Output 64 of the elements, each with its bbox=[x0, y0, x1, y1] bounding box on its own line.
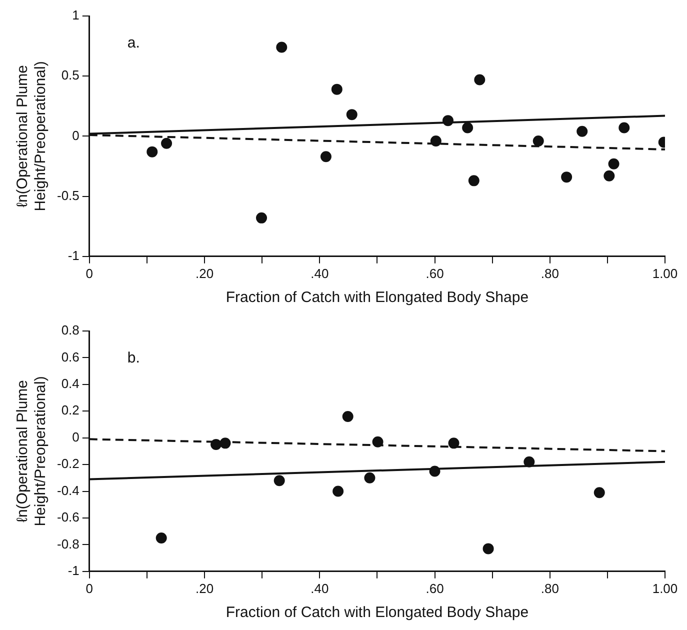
point bbox=[220, 438, 231, 449]
point bbox=[156, 532, 167, 544]
y-axis-title: ℓn(Operational Plume Height/Preoperational) bbox=[14, 376, 50, 526]
x-axis-title: Fraction of Catch with Elongated Body Shape bbox=[226, 289, 529, 306]
x-tick-label: .80 bbox=[540, 580, 559, 596]
point bbox=[274, 475, 285, 486]
point bbox=[524, 456, 535, 468]
point bbox=[342, 410, 354, 422]
point bbox=[594, 487, 605, 498]
point bbox=[332, 486, 344, 497]
point bbox=[448, 438, 460, 449]
point bbox=[364, 472, 376, 484]
point bbox=[462, 122, 474, 134]
y-axis-title: ℓn(Operational Plume Height/Preoperational) bbox=[14, 61, 50, 212]
x-tick-label: 1.00 bbox=[652, 580, 678, 596]
y-tick-label: -0.8 bbox=[56, 536, 80, 552]
x-tick-label: .80 bbox=[540, 266, 559, 281]
point bbox=[482, 543, 494, 554]
y-tick-label: 0.4 bbox=[61, 376, 80, 391]
point bbox=[331, 84, 342, 95]
x-tick-label: 1.00 bbox=[652, 266, 678, 281]
point bbox=[346, 109, 358, 120]
y-tick-label: -0.4 bbox=[56, 482, 80, 498]
x-tick-label: .60 bbox=[426, 580, 444, 596]
point bbox=[429, 466, 440, 477]
point bbox=[276, 42, 288, 53]
point bbox=[161, 138, 172, 149]
y-tick-label: 0.6 bbox=[61, 349, 80, 364]
point bbox=[604, 170, 615, 182]
point bbox=[468, 175, 480, 186]
y-tick-label: 1 bbox=[72, 8, 80, 23]
y-tick-label: -0.5 bbox=[56, 188, 80, 203]
point bbox=[474, 74, 486, 86]
y-tick-label: -0.2 bbox=[56, 456, 80, 472]
point bbox=[618, 122, 630, 134]
point bbox=[320, 151, 332, 162]
x-tick-label: .40 bbox=[310, 580, 329, 596]
y-tick-label: 0.8 bbox=[61, 322, 80, 338]
x-tick-label: 0 bbox=[86, 266, 94, 281]
point bbox=[442, 115, 454, 126]
y-tick-label: -1 bbox=[68, 248, 80, 263]
x-axis-title: Fraction of Catch with Elongated Body Shape bbox=[226, 604, 529, 622]
x-tick-label: .20 bbox=[195, 266, 214, 281]
y-tick-label: -0.6 bbox=[56, 510, 80, 525]
point bbox=[146, 146, 158, 158]
point bbox=[576, 126, 588, 137]
point bbox=[210, 439, 222, 450]
y-tick-label: 0 bbox=[72, 128, 80, 143]
point bbox=[608, 158, 620, 170]
y-tick-label: 0 bbox=[72, 429, 80, 444]
point bbox=[372, 436, 384, 448]
x-tick-label: 0 bbox=[86, 580, 94, 596]
point bbox=[256, 212, 268, 224]
point bbox=[561, 172, 572, 183]
annotation: a. bbox=[127, 34, 140, 52]
x-tick-label: .60 bbox=[426, 266, 444, 281]
point bbox=[430, 136, 442, 147]
point bbox=[532, 136, 544, 147]
y-tick-label: 0.5 bbox=[61, 68, 80, 83]
y-tick-label: 0.2 bbox=[61, 402, 80, 418]
annotation: b. bbox=[127, 350, 140, 367]
x-tick-label: .40 bbox=[310, 266, 329, 281]
y-tick-label: -1 bbox=[68, 562, 80, 578]
x-tick-label: .20 bbox=[195, 580, 214, 596]
